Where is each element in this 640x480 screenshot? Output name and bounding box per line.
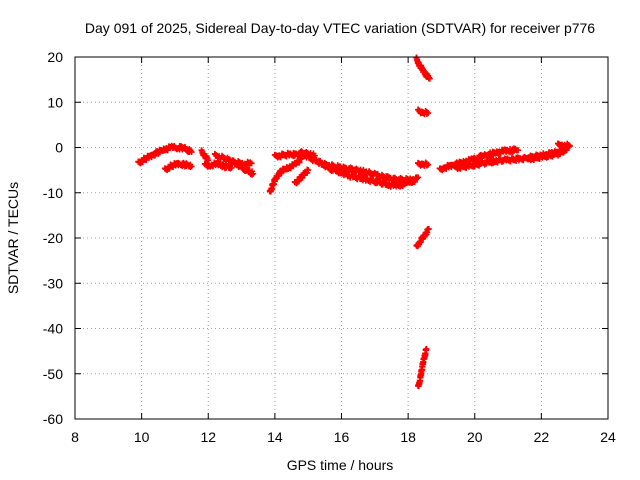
- series-arc-11: [321, 159, 417, 185]
- data-point: [417, 239, 424, 246]
- data-point: [295, 178, 302, 185]
- data-point: [566, 143, 573, 150]
- data-point: [410, 176, 417, 183]
- data-series: [135, 54, 573, 390]
- data-point: [426, 75, 433, 82]
- y-tick-label: -20: [43, 230, 63, 246]
- data-point: [305, 167, 312, 174]
- y-tick-label: -50: [43, 366, 63, 382]
- data-point: [188, 149, 195, 156]
- data-point: [296, 159, 303, 166]
- x-tick-label: 18: [400, 429, 416, 445]
- series-arc-7: [266, 154, 305, 195]
- data-point: [422, 232, 429, 239]
- data-point: [425, 74, 432, 81]
- chart-title: Day 091 of 2025, Sidereal Day-to-day VTE…: [85, 20, 595, 36]
- data-point: [415, 174, 422, 181]
- x-tick-label: 10: [134, 429, 150, 445]
- series-arc-5: [211, 150, 257, 178]
- data-point: [425, 110, 432, 117]
- y-axis-label: SDTVAR / TECUs: [5, 182, 21, 294]
- y-tick-label: -40: [43, 321, 63, 337]
- series-arc-3: [198, 147, 212, 164]
- data-point: [287, 165, 294, 172]
- y-tick-label: 20: [47, 49, 63, 65]
- x-tick-label: 16: [334, 429, 350, 445]
- x-tick-label: 22: [534, 429, 550, 445]
- x-tick-label: 24: [600, 429, 616, 445]
- x-axis-label: GPS time / hours: [287, 457, 394, 473]
- data-point: [425, 161, 432, 168]
- x-tick-label: 12: [200, 429, 216, 445]
- data-point: [425, 225, 432, 232]
- y-tick-label: 10: [47, 94, 63, 110]
- series-arc-4: [201, 159, 235, 172]
- series-arc-1: [135, 142, 195, 167]
- y-tick-label: -60: [43, 411, 63, 427]
- series-arc-6: [235, 158, 255, 169]
- data-point: [250, 170, 257, 177]
- series-arc-2: [161, 159, 195, 174]
- series-arc-15: [413, 225, 432, 250]
- data-point: [228, 164, 235, 171]
- series-arc-13: [413, 54, 433, 82]
- y-tick-label: -30: [43, 275, 63, 291]
- series-arc-14: [415, 106, 432, 118]
- y-tick-label: -10: [43, 185, 63, 201]
- x-tick-label: 20: [467, 429, 483, 445]
- series-arc-20: [555, 140, 573, 150]
- x-tick-label: 14: [267, 429, 283, 445]
- data-point: [423, 345, 430, 352]
- data-point: [188, 163, 195, 170]
- series-arc-9: [291, 166, 312, 187]
- axis-ticks: 8 10 12 14 16 18 20 22 24 20 10 0 -10 -20 -30 -40 -50 -60: [43, 49, 616, 445]
- series-arc-12: [415, 159, 432, 169]
- series-arc-16: [415, 345, 430, 390]
- data-point: [248, 160, 255, 167]
- y-tick-label: 0: [55, 140, 63, 156]
- data-point: [515, 147, 522, 154]
- x-tick-label: 8: [71, 429, 79, 445]
